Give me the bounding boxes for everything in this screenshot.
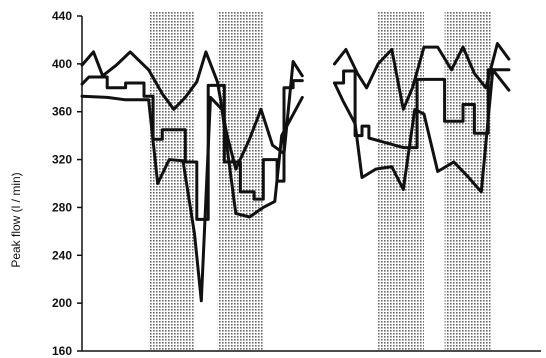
y-tick-label-200: 200 — [52, 296, 72, 310]
y-tick-label-400: 400 — [52, 57, 72, 71]
y-tick-label-440: 440 — [52, 9, 72, 23]
series-line-2-1 — [333, 42, 511, 111]
shaded-interval-3 — [378, 12, 424, 351]
y-tick-label-360: 360 — [52, 105, 72, 119]
y-tick-label-240: 240 — [52, 248, 72, 262]
axes — [81, 16, 541, 352]
series-line-1-1 — [80, 50, 304, 171]
y-ticks: 160 200 240 280 320 360 400 440 — [52, 9, 82, 358]
y-tick-label-160: 160 — [52, 344, 72, 358]
y-axis-label: Peak flow (l / min) — [9, 172, 23, 267]
data-lines — [80, 42, 511, 303]
y-tick-label-280: 280 — [52, 200, 72, 214]
y-tick-label-320: 320 — [52, 153, 72, 167]
series-line-2-3 — [333, 68, 511, 194]
series-line-2-2 — [333, 68, 511, 150]
series-line-1-3 — [80, 94, 304, 303]
